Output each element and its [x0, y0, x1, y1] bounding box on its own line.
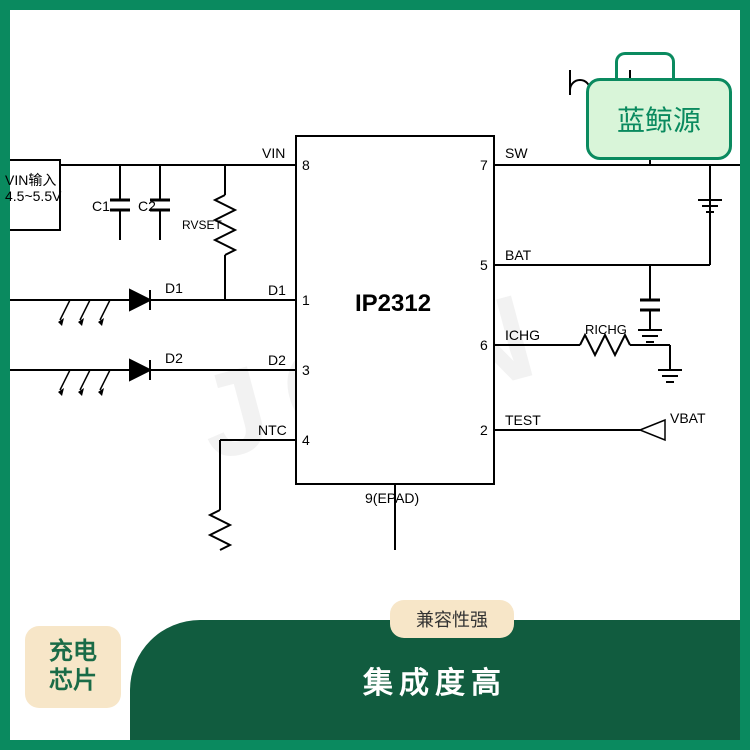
richg-label: RICHG — [585, 322, 627, 337]
pin-1-num: 1 — [302, 292, 310, 308]
banner-text: 集成度高 — [363, 658, 507, 702]
chip-badge-text: 充电芯片 — [49, 638, 97, 696]
brand-text: 蓝鲸源 — [617, 99, 701, 139]
pin-4-num: 4 — [302, 432, 310, 448]
vin-label: VIN输入 — [5, 170, 56, 190]
compat-text: 兼容性强 — [416, 606, 488, 632]
pin-3-name: D2 — [268, 352, 286, 368]
pin-4-name: NTC — [258, 422, 287, 438]
c2-label: C2 — [138, 198, 156, 214]
chip-part-number: IP2312 — [355, 290, 431, 318]
d1-comp-label: D1 — [165, 280, 183, 296]
pin-7-name: SW — [505, 145, 528, 161]
chip-badge: 充电芯片 — [25, 626, 121, 708]
vin-range: 4.5~5.5V — [5, 188, 61, 204]
main-banner: 集成度高 — [130, 620, 740, 740]
rvset-label: RVSET — [182, 218, 222, 232]
pin-3-num: 3 — [302, 362, 310, 378]
pin-8-name: VIN — [262, 145, 285, 161]
pin-6-num: 6 — [480, 337, 488, 353]
pin-5-num: 5 — [480, 257, 488, 273]
pin-2-num: 2 — [480, 422, 488, 438]
chip-epad: 9(EPAD) — [365, 490, 419, 506]
brand-badge: 蓝鲸源 — [586, 78, 732, 160]
pin-5-name: BAT — [505, 247, 531, 263]
compat-badge: 兼容性强 — [390, 600, 514, 638]
d2-comp-label: D2 — [165, 350, 183, 366]
pin-8-num: 8 — [302, 157, 310, 173]
pin-2-name: TEST — [505, 412, 541, 428]
vbat-label: VBAT — [670, 410, 706, 426]
pin-6-name: ICHG — [505, 327, 540, 343]
pin-1-name: D1 — [268, 282, 286, 298]
pin-7-num: 7 — [480, 157, 488, 173]
c1-label: C1 — [92, 198, 110, 214]
